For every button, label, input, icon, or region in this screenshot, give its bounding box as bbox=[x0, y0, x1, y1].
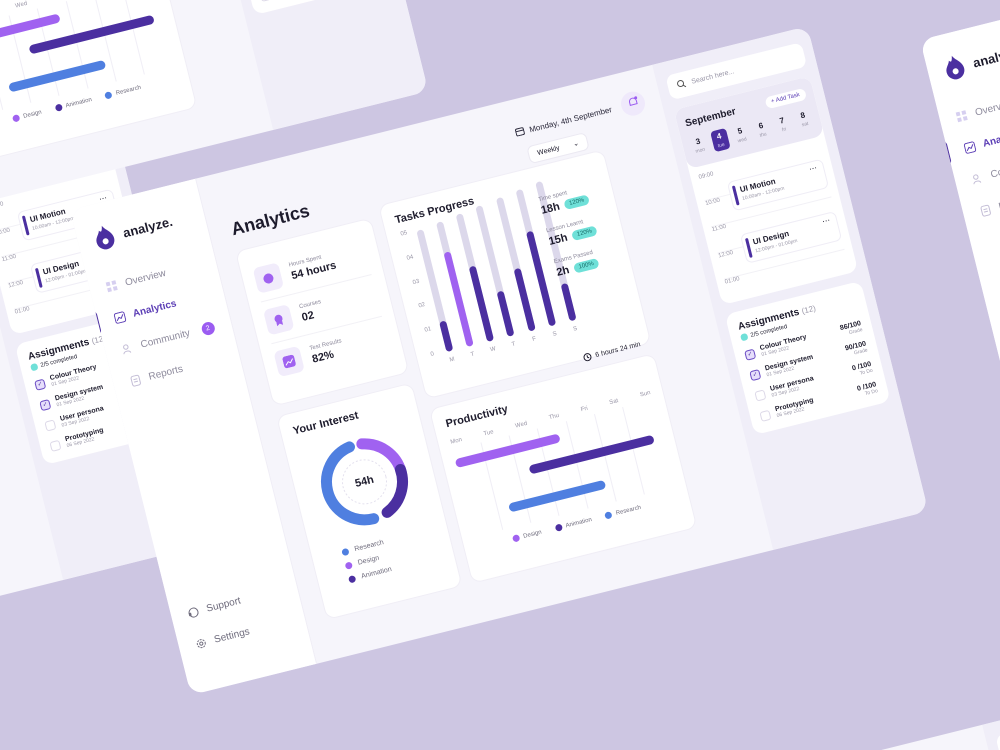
grid-icon bbox=[104, 279, 119, 294]
percent-pill: 100% bbox=[572, 257, 600, 274]
sidebar-item-reports[interactable]: Reports bbox=[978, 182, 1000, 217]
calendar-month: September bbox=[684, 105, 737, 129]
assignments-card: Assignments (12) 2/5 completed ✓Colour T… bbox=[224, 0, 391, 16]
productivity-card: 6 hours 24 min Productivity MonTueWedThu… bbox=[0, 0, 198, 164]
sidebar-item-label: Overview bbox=[973, 97, 1000, 119]
search-icon bbox=[676, 78, 687, 91]
interest-card: Your Interest 54h Research bbox=[276, 382, 463, 621]
sidebar-item-label: Overview bbox=[123, 267, 168, 289]
main-content: Monday, 4th September Analytics Hours Sp… bbox=[196, 65, 773, 664]
report-icon bbox=[128, 373, 143, 388]
users-icon bbox=[970, 171, 985, 186]
assignment-checkbox[interactable] bbox=[259, 0, 272, 2]
legend-animation: Animation bbox=[554, 516, 592, 532]
dashboard-window: analyze. Overview Analytics Community 2 bbox=[70, 26, 929, 696]
assignment-checkbox[interactable]: ✓ bbox=[744, 348, 757, 361]
chart-icon bbox=[112, 310, 127, 325]
legend-research: Research bbox=[104, 84, 142, 100]
sidebar-item-reports[interactable]: Reports bbox=[128, 352, 225, 387]
bell-icon bbox=[625, 94, 640, 114]
sidebar-item-analytics[interactable]: Analytics bbox=[112, 289, 209, 324]
assignment-checkbox[interactable]: ✓ bbox=[34, 378, 47, 391]
more-options-icon[interactable]: ⋯ bbox=[808, 163, 819, 174]
brand: analyze. bbox=[91, 204, 191, 253]
dashboard-window-copy: analyze. Overview Analytics Community 2 bbox=[400, 686, 1000, 750]
sidebar-item-overview[interactable]: Overview bbox=[954, 88, 1000, 123]
search-input[interactable]: Search here... bbox=[995, 702, 1000, 750]
timer-icon bbox=[252, 262, 285, 294]
calendar-icon bbox=[514, 125, 525, 138]
sidebar-item-community[interactable]: Community 2 bbox=[120, 320, 217, 356]
main-content: Monday, 4th September Analytics Hours Sp… bbox=[526, 725, 1000, 750]
brand: analyze. bbox=[941, 34, 1000, 83]
assignment-checkbox[interactable]: ✓ bbox=[39, 398, 52, 411]
percent-pill: 120% bbox=[563, 194, 591, 211]
calendar-day-3[interactable]: 3 mon bbox=[694, 136, 706, 155]
assignment-checkbox[interactable] bbox=[49, 439, 62, 452]
award-icon bbox=[262, 303, 295, 336]
stats-card: Hours Spent 54 hours Courses 02 Test Resul… bbox=[234, 217, 410, 407]
assignment-checkbox[interactable] bbox=[754, 388, 767, 402]
sidebar: analyze. Overview Analytics Community 2 bbox=[920, 8, 1000, 526]
assignment-checkbox[interactable]: ✓ bbox=[749, 368, 762, 381]
stat-test-results: Test Results 82% bbox=[271, 317, 392, 385]
users-icon bbox=[120, 341, 135, 356]
sidebar: analyze. Overview Analytics Community 2 bbox=[70, 178, 318, 696]
assignments-card: Assignments (12) 2/5 completed ✓Colour T… bbox=[724, 280, 891, 436]
chevron-down-icon: ⌄ bbox=[572, 139, 580, 149]
notification-button[interactable] bbox=[618, 89, 648, 119]
sidebar-item-label: Analytics bbox=[131, 297, 178, 320]
legend-design: Design bbox=[11, 109, 42, 123]
gear-icon bbox=[193, 636, 208, 651]
sidebar-item-label: Community bbox=[139, 327, 192, 351]
legend-research: Research bbox=[604, 504, 642, 520]
current-date: Monday, 4th September bbox=[514, 104, 613, 139]
community-badge: 2 bbox=[200, 320, 216, 337]
grid-icon bbox=[954, 109, 969, 124]
stat-hours-spent: Hours Spent 54 hours bbox=[250, 233, 372, 303]
alarm-clock-icon bbox=[582, 351, 593, 364]
percent-pill: 120% bbox=[571, 225, 599, 242]
assignment-checkbox[interactable] bbox=[44, 418, 57, 432]
add-task-button[interactable]: + Add Task bbox=[764, 87, 808, 110]
sidebar-item-support[interactable]: Support bbox=[186, 584, 283, 619]
sidebar-item-analytics[interactable]: Analytics bbox=[962, 119, 1000, 154]
chart-icon bbox=[962, 140, 977, 155]
interest-donut-chart: 54h bbox=[309, 426, 421, 538]
brand-name: analyze. bbox=[121, 213, 175, 241]
support-icon bbox=[186, 605, 201, 620]
sidebar-item-label: Settings bbox=[212, 625, 251, 646]
flame-logo-icon bbox=[91, 222, 119, 253]
legend-design: Design bbox=[511, 529, 542, 543]
search-input[interactable]: Search here... bbox=[665, 42, 808, 101]
trend-icon bbox=[273, 345, 305, 378]
more-options-icon[interactable]: ⋯ bbox=[821, 215, 832, 227]
sidebar-item-label: Analytics bbox=[981, 127, 1000, 150]
brand-name: analyze. bbox=[971, 43, 1000, 71]
report-icon bbox=[978, 203, 993, 218]
flame-logo-icon bbox=[941, 52, 969, 83]
sidebar-item-overview[interactable]: Overview bbox=[104, 258, 201, 293]
sidebar-item-settings[interactable]: Settings bbox=[193, 615, 290, 650]
sidebar-item-community[interactable]: Community 2 bbox=[970, 150, 1000, 186]
legend-animation: Animation bbox=[54, 96, 92, 112]
sidebar-item-label: Support bbox=[205, 595, 242, 615]
assignment-checkbox[interactable] bbox=[759, 409, 772, 422]
dashboard-window-copy: analyze. Overview Analytics Community 2 bbox=[920, 0, 1000, 526]
productivity-duration: 6 hours 24 min bbox=[582, 339, 642, 364]
stat-courses: Courses 02 bbox=[261, 274, 383, 345]
sidebar-item-label: Reports bbox=[147, 363, 185, 383]
sidebar-item-label: Community bbox=[989, 157, 1000, 181]
